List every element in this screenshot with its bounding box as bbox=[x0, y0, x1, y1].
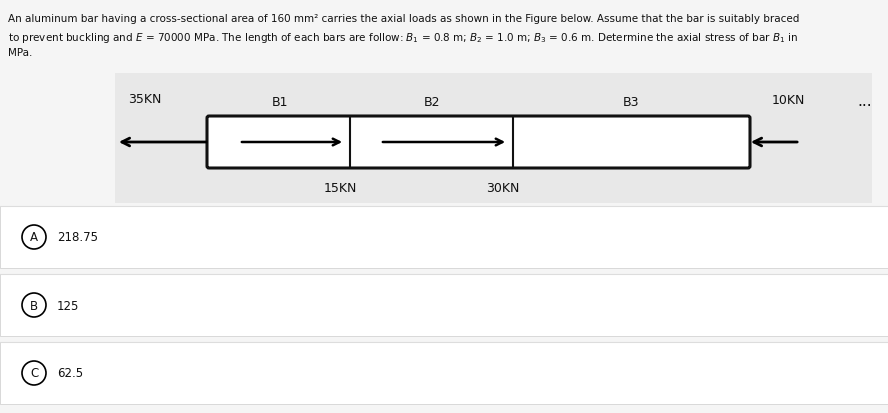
Text: 218.75: 218.75 bbox=[57, 231, 98, 244]
Text: 30KN: 30KN bbox=[487, 182, 519, 195]
Bar bbox=[0, 342, 888, 404]
Text: 125: 125 bbox=[57, 299, 79, 312]
FancyBboxPatch shape bbox=[207, 117, 750, 169]
Text: B: B bbox=[30, 299, 38, 312]
Text: 62.5: 62.5 bbox=[57, 367, 83, 380]
Circle shape bbox=[22, 293, 46, 317]
Text: 35KN: 35KN bbox=[128, 93, 162, 106]
Text: C: C bbox=[30, 367, 38, 380]
Text: An aluminum bar having a cross-sectional area of 160 mm² carries the axial loads: An aluminum bar having a cross-sectional… bbox=[8, 14, 799, 24]
Text: 15KN: 15KN bbox=[323, 182, 357, 195]
Bar bbox=[0, 274, 888, 336]
Bar bbox=[115, 74, 872, 204]
Text: B3: B3 bbox=[622, 96, 638, 109]
Text: A: A bbox=[30, 231, 38, 244]
Text: to prevent buckling and $E$ = 70000 MPa. The length of each bars are follow: $B_: to prevent buckling and $E$ = 70000 MPa.… bbox=[8, 31, 798, 45]
Text: MPa.: MPa. bbox=[8, 48, 32, 58]
Circle shape bbox=[22, 225, 46, 249]
Circle shape bbox=[22, 361, 46, 385]
Text: 10KN: 10KN bbox=[772, 94, 805, 107]
Text: B2: B2 bbox=[424, 96, 440, 109]
Text: ...: ... bbox=[858, 94, 872, 109]
Text: B1: B1 bbox=[271, 96, 288, 109]
Bar bbox=[0, 206, 888, 268]
